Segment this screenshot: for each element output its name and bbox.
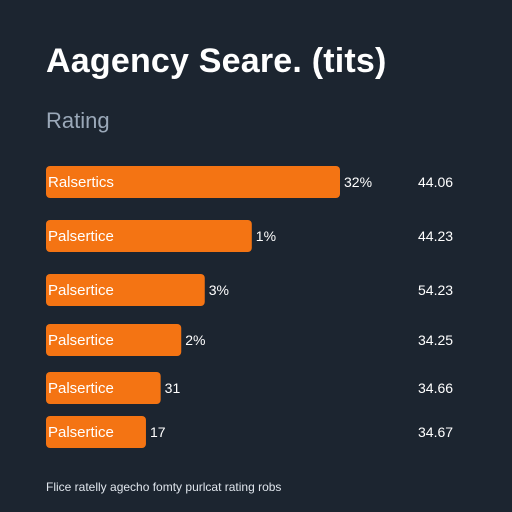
chart-footnote: Flice ratelly agecho fomty purlcat ratin… — [46, 480, 282, 494]
bar-4 — [46, 372, 161, 404]
category-label-5: Palsertice — [48, 424, 114, 441]
rating-label-3: 34.25 — [418, 332, 453, 348]
rating-label-2: 54.23 — [418, 282, 453, 298]
category-label-3: Palsertice — [48, 332, 114, 349]
category-label-0: Ralsertics — [48, 174, 114, 191]
value-label-2: 3% — [209, 282, 229, 298]
rating-label-4: 34.66 — [418, 380, 453, 396]
value-label-0: 32% — [344, 174, 372, 190]
value-label-4: 31 — [165, 380, 181, 396]
chart-subtitle: Rating — [46, 108, 110, 133]
rating-label-1: 44.23 — [418, 228, 453, 244]
rating-label-0: 44.06 — [418, 174, 453, 190]
category-label-1: Palsertice — [48, 228, 114, 245]
category-label-4: Palsertice — [48, 380, 114, 397]
chart-title: Aagency Seare. (tits) — [46, 42, 387, 80]
bar-2 — [46, 274, 205, 306]
value-label-5: 17 — [150, 424, 166, 440]
rating-label-5: 34.67 — [418, 424, 453, 440]
bar-0 — [46, 166, 340, 198]
bar-1 — [46, 220, 252, 252]
bar-5 — [46, 416, 146, 448]
bar-3 — [46, 324, 182, 356]
value-label-3: 2% — [185, 332, 205, 348]
category-label-2: Palsertice — [48, 282, 114, 299]
value-label-1: 1% — [256, 228, 276, 244]
